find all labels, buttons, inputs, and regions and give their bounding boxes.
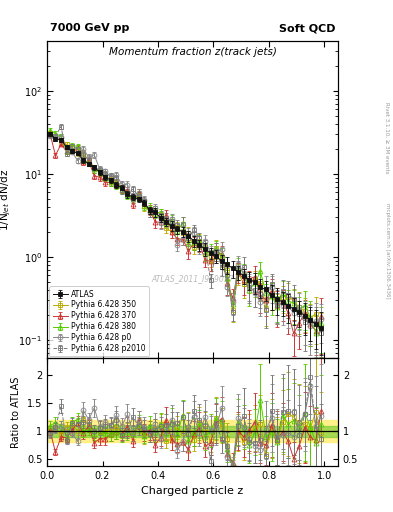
Text: mcplots.cern.ch [arXiv:1306.3436]: mcplots.cern.ch [arXiv:1306.3436]: [385, 203, 389, 298]
Legend: ATLAS, Pythia 6.428 350, Pythia 6.428 370, Pythia 6.428 380, Pythia 6.428 p0, Py: ATLAS, Pythia 6.428 350, Pythia 6.428 37…: [50, 286, 149, 356]
Bar: [47, 425, 338, 437]
Bar: [47, 420, 338, 442]
Text: Soft QCD: Soft QCD: [279, 23, 335, 33]
Text: 7000 GeV pp: 7000 GeV pp: [50, 23, 129, 33]
Y-axis label: 1/N$_{jet}$ dN/dz: 1/N$_{jet}$ dN/dz: [0, 168, 13, 231]
Y-axis label: Ratio to ATLAS: Ratio to ATLAS: [11, 376, 21, 448]
Text: Momentum fraction z(track jets): Momentum fraction z(track jets): [108, 47, 277, 57]
Text: ATLAS_2011_I919017: ATLAS_2011_I919017: [151, 274, 234, 284]
X-axis label: Charged particle z: Charged particle z: [141, 486, 244, 496]
Text: Rivet 3.1.10, ≥ 3M events: Rivet 3.1.10, ≥ 3M events: [385, 102, 389, 174]
